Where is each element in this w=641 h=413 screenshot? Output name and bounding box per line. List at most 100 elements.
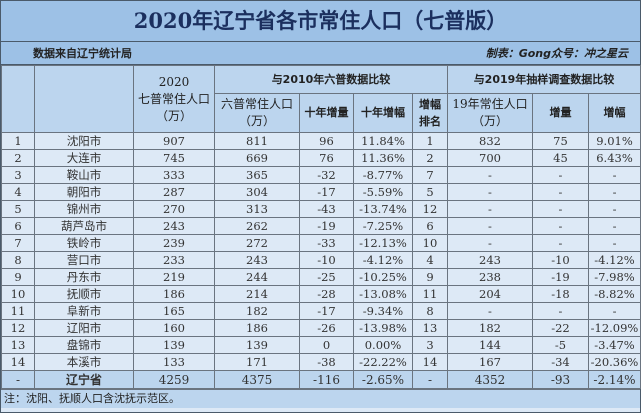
cell-pop2010: 811 [214, 132, 300, 150]
header-pop2020: 2020 七普常住人口 （万） [133, 65, 215, 133]
header-city [34, 65, 134, 133]
cell-inc10: -10 [299, 251, 354, 269]
cell-inc19: -18 [532, 285, 589, 303]
cell-pop2020: 186 [133, 285, 215, 303]
table-row: 7 铁岭市 239 272 -33 -12.13% 10- - - [1, 234, 641, 252]
cell-index: 7 [1, 234, 35, 252]
cell-rate19: -7.98% [587, 268, 641, 286]
cell-pop2020: 270 [133, 200, 215, 218]
cell-inc19: -10 [532, 251, 589, 269]
cell-pop2020: 165 [133, 302, 215, 320]
header-group-2010: 与2010年六普数据比较 [214, 65, 448, 94]
cell-pop2020: 139 [133, 336, 215, 354]
header-row-2: 六普常住人口 （万） 十年增量 十年增幅 增幅 排名 19年常住人口 （万） 增量 增… [2, 92, 641, 134]
cell-inc10: -32 [299, 166, 354, 184]
cell-pop2020: 160 [133, 319, 215, 337]
cell-pop2019: 144 [447, 336, 533, 354]
cell-city: 铁岭市 [34, 234, 134, 252]
cell-inc19: 75 [532, 132, 589, 150]
cell-rate10: -13.74% [353, 200, 413, 218]
cell-rate10: -7.25% [353, 217, 413, 235]
cell-city: 锦州市 [34, 200, 134, 218]
cell-city: 盘锦市 [34, 336, 134, 354]
cell-pop2019: - [447, 302, 533, 320]
table-row: 3 鞍山市 333 365 -32 -8.77% 7- - - [1, 166, 641, 184]
total-rate19: -2.14% [587, 370, 641, 389]
table-row: 9 丹东市 219 244 -25 -10.25% 9 238 -19 -7.98% [1, 268, 641, 286]
cell-rank: 5 [412, 183, 448, 201]
cell-city: 阜新市 [34, 302, 134, 320]
footnote: 注：沈阳、抚顺人口含沈抚示范区。 [1, 389, 640, 408]
cell-inc19: -22 [532, 319, 589, 337]
cell-rank: 6 [412, 217, 448, 235]
cell-pop2010: 313 [214, 200, 300, 218]
cell-pop2019: 238 [447, 268, 533, 286]
cell-pop2010: 669 [214, 149, 300, 167]
table-row: 13 盘锦市 139 139 0 0.00% 3 144 -5 -3.47% [1, 336, 641, 354]
cell-rate10: -22.22% [353, 353, 413, 371]
cell-rate19: - [587, 217, 641, 235]
cell-rate10: -10.25% [353, 268, 413, 286]
header-rate19: 增幅 [587, 92, 641, 134]
header-rank: 增幅 排名 [412, 92, 448, 134]
cell-city: 辽阳市 [34, 319, 134, 337]
cell-pop2010: 214 [214, 285, 300, 303]
cell-rate10: -5.59% [353, 183, 413, 201]
cell-index: 14 [1, 353, 35, 371]
cell-pop2019: - [447, 200, 533, 218]
cell-rate19: -4.12% [587, 251, 641, 269]
cell-rank: 7 [412, 166, 448, 184]
cell-rank: 10 [412, 234, 448, 252]
table-row: 10 抚顺市 186 214 -28 -13.08% 11 204 -18 -8.82% [1, 285, 641, 303]
cell-city: 营口市 [34, 251, 134, 269]
cell-rate19: - [587, 166, 641, 184]
header-row-1: 2020 七普常住人口 （万） 与2010年六普数据比较 与2019年抽样调查数据比… [1, 65, 641, 133]
cell-rate19: -12.09% [587, 319, 641, 337]
cell-rank: 13 [412, 319, 448, 337]
total-rank: - [412, 370, 448, 389]
cell-pop2020: 333 [133, 166, 215, 184]
cell-rate19: -3.47% [587, 336, 641, 354]
cell-rate19: 9.01% [587, 132, 641, 150]
cell-rank: 9 [412, 268, 448, 286]
cell-pop2020: 907 [133, 132, 215, 150]
cell-inc19: - [532, 166, 589, 184]
cell-rate19: - [587, 234, 641, 252]
cell-rank: 1 [412, 132, 448, 150]
cell-inc10: -28 [299, 285, 354, 303]
cell-rate10: 11.36% [353, 149, 413, 167]
cell-rank: 11 [412, 285, 448, 303]
cell-index: 2 [1, 149, 35, 167]
cell-rate10: -8.77% [353, 166, 413, 184]
cell-city: 沈阳市 [34, 132, 134, 150]
cell-city: 鞍山市 [34, 166, 134, 184]
cell-inc19: - [532, 217, 589, 235]
cell-index: 8 [1, 251, 35, 269]
cell-index: 4 [1, 183, 35, 201]
cell-index: 9 [1, 268, 35, 286]
cell-rank: 8 [412, 302, 448, 320]
cell-inc19: -5 [532, 336, 589, 354]
cell-rank: 4 [412, 251, 448, 269]
cell-pop2010: 365 [214, 166, 300, 184]
table-row: 2 大连市 745 669 76 11.36% 2 700 45 6.43% [1, 149, 641, 167]
cell-pop2010: 304 [214, 183, 300, 201]
cell-pop2019: - [447, 234, 533, 252]
cell-index: 11 [1, 302, 35, 320]
cell-pop2020: 243 [133, 217, 215, 235]
cell-pop2020: 745 [133, 149, 215, 167]
total-row: - 辽宁省 4259 4375 -116 -2.65% -4352 -93 -2.14% [1, 370, 641, 389]
cell-inc19: - [532, 302, 589, 320]
cell-rate19: -20.36% [587, 353, 641, 371]
total-pop2019: 4352 [447, 370, 533, 389]
cell-pop2019: 204 [447, 285, 533, 303]
cell-inc10: -17 [299, 183, 354, 201]
header-index [1, 65, 35, 133]
cell-inc10: 76 [299, 149, 354, 167]
cell-inc19: 45 [532, 149, 589, 167]
cell-rate10: -4.12% [353, 251, 413, 269]
header-pop2010: 六普常住人口 （万） [214, 92, 300, 134]
cell-pop2020: 219 [133, 268, 215, 286]
cell-inc10: -19 [299, 217, 354, 235]
